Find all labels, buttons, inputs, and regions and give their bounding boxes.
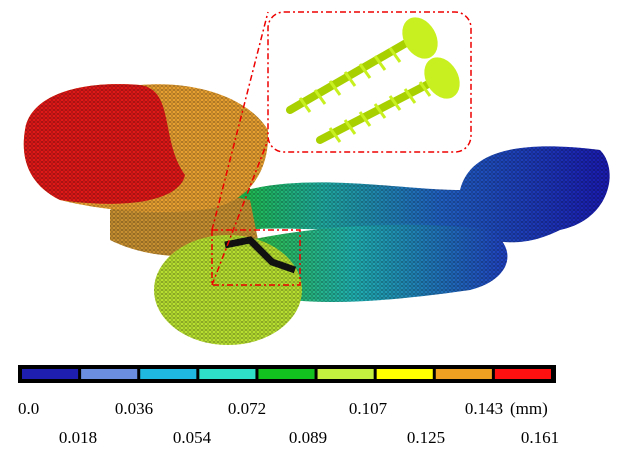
colorbar-label: 0.107 <box>349 399 388 418</box>
colorbar-segment <box>495 369 551 379</box>
colorbar-label: 0.072 <box>228 399 266 418</box>
colorbar-segment <box>258 369 314 379</box>
colorbar-label: 0.089 <box>289 428 327 447</box>
colorbar-label: 0.018 <box>59 428 97 447</box>
colorbar-unit: (mm) <box>510 399 548 418</box>
colorbar-segment <box>81 369 137 379</box>
colorbar-label: 0.054 <box>173 428 212 447</box>
colorbar-segment <box>140 369 196 379</box>
bone-model <box>24 11 610 345</box>
colorbar-segment <box>377 369 433 379</box>
colorbar-segment <box>318 369 374 379</box>
colorbar-label: 0.0 <box>18 399 39 418</box>
colorbar-label: 0.036 <box>115 399 153 418</box>
colorbar-segment <box>22 369 78 379</box>
colorbar-label: 0.143 <box>465 399 503 418</box>
colorbar: 0.0 0.036 0.072 0.107 0.143 0.018 0.054 0.089 0.… <box>18 365 559 447</box>
colorbar-label: 0.125 <box>407 428 445 447</box>
page: {"colorbar": { "colors": ["#1e1eb0", "#6… <box>0 0 625 451</box>
colorbar-segment <box>199 369 255 379</box>
colorbar-segment <box>436 369 492 379</box>
colorbar-label: 0.161 <box>521 428 559 447</box>
figure: 0.0 0.036 0.072 0.107 0.143 0.018 0.054 0.089 0.… <box>0 0 625 451</box>
